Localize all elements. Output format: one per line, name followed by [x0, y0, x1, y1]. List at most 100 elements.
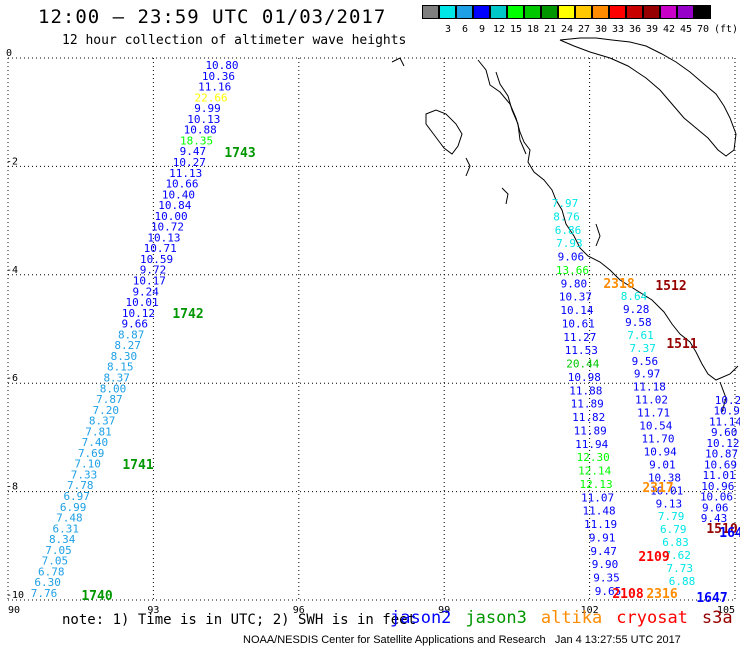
wave-height-label: 10.27 [173, 156, 206, 169]
wave-height-label: 11.18 [633, 381, 666, 394]
wave-height-label: 9.35 [593, 572, 620, 585]
legend-value: 24 [560, 24, 574, 35]
wave-height-label: 9.06 [558, 251, 585, 264]
wave-height-label: 8.87 [118, 328, 145, 341]
legend-value: 15 [509, 24, 523, 35]
wave-height-label: 8.34 [49, 533, 76, 546]
wave-height-label: 10.69 [704, 458, 737, 471]
wave-height-label: 9.28 [623, 303, 650, 316]
island-6 [719, 381, 727, 413]
wave-height-label: 6.88 [669, 575, 696, 588]
wave-height-label: 11.71 [637, 407, 670, 420]
wave-height-label: 7.93 [556, 237, 583, 250]
wave-height-label: 7.33 [71, 469, 98, 482]
wave-height-label: 8.37 [103, 372, 130, 385]
y-tick-label: 0 [6, 48, 12, 59]
wave-height-label: 10.94 [644, 446, 677, 459]
wave-height-label: 12.14 [578, 465, 611, 478]
legend-value: 21 [543, 24, 557, 35]
pass-time-label: 2318 [603, 277, 634, 292]
pass-time-label: 1512 [655, 279, 686, 294]
wave-height-label: 9.56 [632, 355, 659, 368]
wave-height-label: 22.66 [195, 91, 228, 104]
wave-height-label: 10.12 [122, 307, 155, 320]
wave-height-label: 10.06 [700, 491, 733, 504]
legend-value: 39 [645, 24, 659, 35]
satellite-legend-item: cryosat [616, 608, 688, 628]
y-tick-label: -2 [6, 156, 18, 167]
pass-time-label: 1647 [696, 591, 727, 606]
wave-height-label: 7.78 [67, 479, 94, 492]
wave-height-label: 11.07 [581, 491, 614, 504]
legend-unit: (ft) [714, 24, 739, 35]
wave-height-label: 9.43 [701, 512, 728, 525]
wave-height-label: 10.01 [126, 296, 159, 309]
wave-height-label: 10.84 [158, 199, 191, 212]
pass-time-label: 164 [719, 526, 740, 541]
y-tick-label: -6 [6, 373, 18, 384]
wave-height-label: 9.97 [634, 368, 661, 381]
wave-height-label: 10.00 [155, 210, 188, 223]
wave-height-label: 18.35 [180, 134, 213, 147]
y-tick-label: -4 [6, 265, 18, 276]
legend-swatch [592, 5, 609, 19]
wave-height-label: 11.88 [569, 384, 602, 397]
wave-height-label: 10.59 [140, 253, 173, 266]
legend-value: 30 [594, 24, 608, 35]
wave-height-label: 20.44 [566, 358, 599, 371]
wave-height-label: 9.91 [589, 532, 616, 545]
credit-timestamp: Jan 4 13:27:55 UTC 2017 [554, 634, 681, 646]
island-3 [465, 157, 471, 177]
wave-height-label: 7.76 [31, 587, 58, 600]
wave-height-label: 9.47 [180, 145, 207, 158]
wave-height-label: 10.9 [713, 405, 740, 418]
wave-height-label: 7.05 [45, 544, 72, 557]
y-tick-label: -10 [6, 590, 24, 601]
legend-value: 70 [696, 24, 710, 35]
wave-height-label: 8.30 [111, 350, 138, 363]
wave-height-label: 9.90 [592, 558, 619, 571]
satellite-legend: jason2 jason3 altika cryosat s3a [390, 608, 740, 628]
wave-height-label: 6.79 [660, 523, 687, 536]
wave-height-label: 9.66 [122, 318, 149, 331]
wave-height-label: 9.47 [590, 545, 617, 558]
satellite-legend-item: jason2 [390, 608, 452, 628]
wave-height-label: 7.61 [627, 329, 654, 342]
legend-value: 45 [679, 24, 693, 35]
legend-swatch [609, 5, 626, 19]
wave-height-label: 11.13 [169, 167, 202, 180]
coastline-main [477, 59, 739, 381]
pass-time-label: 1743 [224, 146, 255, 161]
wave-height-label: 7.73 [667, 562, 694, 575]
wave-height-label: 7.05 [42, 555, 69, 568]
wave-height-label: 10.38 [648, 471, 681, 484]
wave-height-label: 10.12 [706, 437, 739, 450]
wave-height-label: 9.24 [132, 285, 159, 298]
pass-time-label: 2108 [612, 587, 643, 602]
wave-height-label: 11.02 [635, 394, 668, 407]
wave-height-label: 13.66 [556, 264, 589, 277]
wave-height-label: 12.13 [580, 478, 613, 491]
wave-height-label: 11.16 [198, 81, 231, 94]
wave-height-label: 10.54 [639, 420, 672, 433]
pass-time-label: 1742 [172, 307, 203, 322]
pass-time-labels: 1743 1742 1741 1740 2318 1512 1511 2317 2109 2108… [81, 146, 740, 606]
legend-swatch [575, 5, 592, 19]
wave-height-label: 9.60 [711, 426, 738, 439]
wave-height-label: 7.79 [658, 510, 685, 523]
satellite-legend-item: s3a [701, 608, 733, 628]
x-tick-label: 102 [581, 605, 599, 616]
wave-height-label: 10.36 [202, 70, 235, 83]
island-1 [391, 57, 405, 67]
wave-height-label: 9.58 [625, 316, 652, 329]
footer-credit: NOAA/NESDIS Center for Satellite Applica… [243, 634, 681, 646]
wave-height-label: 10.61 [562, 317, 595, 330]
wave-height-label: 7.81 [85, 425, 112, 438]
wave-height-label: 10.87 [705, 448, 738, 461]
legend-swatch [643, 5, 660, 19]
credit-org: NOAA/NESDIS Center for Satellite Applica… [243, 634, 546, 646]
legend-value: 9 [478, 24, 486, 35]
wave-height-label: 10.96 [701, 480, 734, 493]
wave-height-label: 9.80 [561, 277, 588, 290]
